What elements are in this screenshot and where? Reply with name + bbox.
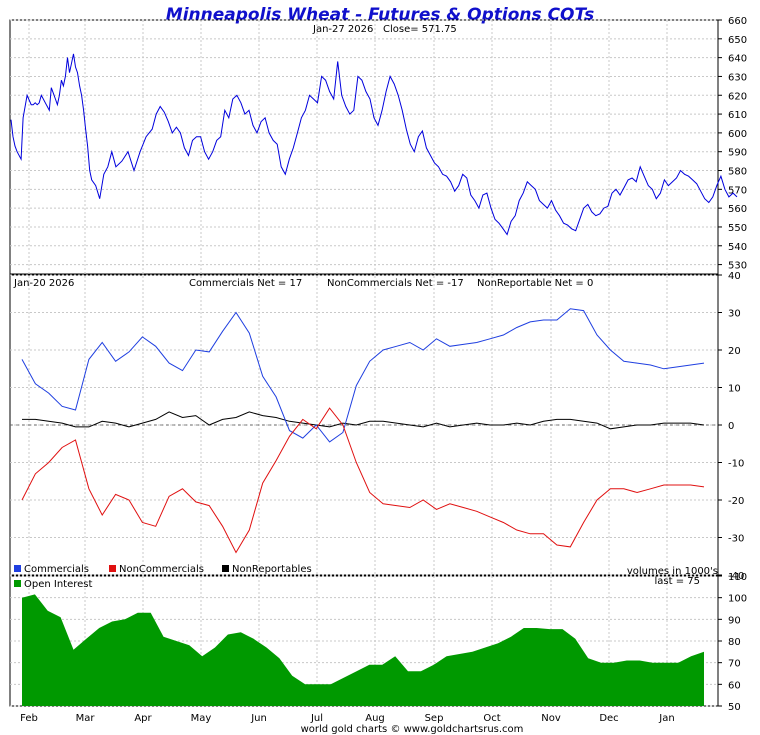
y-tick-label: 590	[728, 148, 747, 159]
y-tick-label: 660	[728, 16, 747, 27]
month-label-may: May	[191, 713, 212, 724]
y-tick-label: 620	[728, 91, 747, 102]
cot-legend: Commercials NonCommercials NonReportable…	[14, 564, 312, 575]
month-label-sep: Sep	[425, 713, 444, 724]
legend-nonreportables: NonReportables	[232, 564, 312, 575]
nonreportables-line	[22, 411, 705, 430]
y-tick-label: 10	[728, 384, 741, 395]
y-tick-label: 610	[728, 110, 747, 121]
gridlines	[10, 19, 718, 707]
y-tick-label: 0	[728, 421, 734, 432]
open-interest-panel: Open Interest last = 75 50 60 70 80 90 100 110	[14, 572, 747, 713]
y-tick-label: 50	[728, 702, 741, 713]
y-tick-label: 600	[728, 129, 747, 140]
y-tick-label: -30	[728, 534, 744, 545]
legend-commercials: Commercials	[24, 564, 89, 575]
noncommercials-net-label: NonCommercials Net = -17	[327, 278, 464, 289]
y-tick-label: 550	[728, 223, 747, 234]
month-label-jan: Jan	[658, 713, 674, 724]
month-label-aug: Aug	[365, 713, 385, 724]
y-tick-label: 100	[728, 594, 747, 605]
month-label-feb: Feb	[20, 713, 38, 724]
legend-swatch-noncommercials	[109, 565, 116, 572]
y-tick-label: 80	[728, 637, 741, 648]
y-tick-label: 640	[728, 54, 747, 65]
open-interest-area	[22, 594, 704, 706]
y-tick-label: 540	[728, 242, 747, 253]
y-tick-label: 20	[728, 346, 741, 357]
price-axis-ticks: 530 540 550 560 570 580 590 600 610 620 630 640 650 6…	[718, 16, 747, 272]
volumes-note: volumes in 1000's	[627, 566, 718, 577]
open-interest-axis-ticks: 50 60 70 80 90 100 110	[718, 572, 747, 713]
legend-open-interest: Open Interest	[24, 579, 93, 590]
y-tick-label: 650	[728, 35, 747, 46]
cot-axis-ticks: -40 -30 -20 -10 0 10 20 30 40	[718, 271, 744, 582]
price-line	[10, 53, 738, 236]
y-tick-label: 580	[728, 167, 747, 178]
y-tick-label: 40	[728, 271, 741, 282]
price-panel: Jan-27 2026 Close= 571.75 530 540 550 560 57…	[10, 16, 747, 272]
chart-title: Minneapolis Wheat - Futures & Options CO…	[166, 5, 594, 25]
month-label-dec: Dec	[599, 713, 618, 724]
cot-panel: Jan-20 2026 Commercials Net = 17 NonComm…	[13, 271, 744, 582]
legend-noncommercials: NonCommercials	[119, 564, 204, 575]
month-label-oct: Oct	[483, 713, 500, 724]
month-label-nov: Nov	[541, 713, 561, 724]
commercials-line	[21, 308, 705, 443]
y-tick-label: 70	[728, 659, 741, 670]
y-tick-label: -10	[728, 459, 744, 470]
commercials-net-label: Commercials Net = 17	[189, 278, 302, 289]
month-axis: Feb Mar Apr May Jun Jul Aug Sep Oct Nov Dec Jan	[20, 713, 675, 724]
month-label-apr: Apr	[134, 713, 152, 724]
price-close: Close= 571.75	[383, 24, 457, 35]
footer-credit: world gold charts © www.goldchartsrus.co…	[301, 724, 524, 735]
y-tick-label: -20	[728, 496, 744, 507]
noncommercials-line	[21, 407, 705, 554]
y-tick-label: 30	[728, 309, 741, 320]
month-label-mar: Mar	[76, 713, 96, 724]
y-tick-label: -40	[728, 571, 744, 582]
y-tick-label: 560	[728, 204, 747, 215]
legend-swatch-nonreportables	[222, 565, 229, 572]
legend-swatch-open-interest	[14, 580, 21, 587]
price-date: Jan-27 2026	[312, 24, 373, 35]
month-label-jun: Jun	[250, 713, 267, 724]
y-tick-label: 630	[728, 72, 747, 83]
cot-date: Jan-20 2026	[13, 278, 74, 289]
y-tick-label: 110	[728, 572, 747, 583]
y-tick-label: 90	[728, 615, 741, 626]
legend-swatch-commercials	[14, 565, 21, 572]
open-interest-last: last = 75	[655, 576, 701, 587]
y-tick-label: 530	[728, 261, 747, 272]
month-label-jul: Jul	[310, 713, 323, 724]
y-tick-label: 570	[728, 185, 747, 196]
nonreportable-net-label: NonReportable Net = 0	[477, 278, 593, 289]
y-tick-label: 60	[728, 680, 741, 691]
